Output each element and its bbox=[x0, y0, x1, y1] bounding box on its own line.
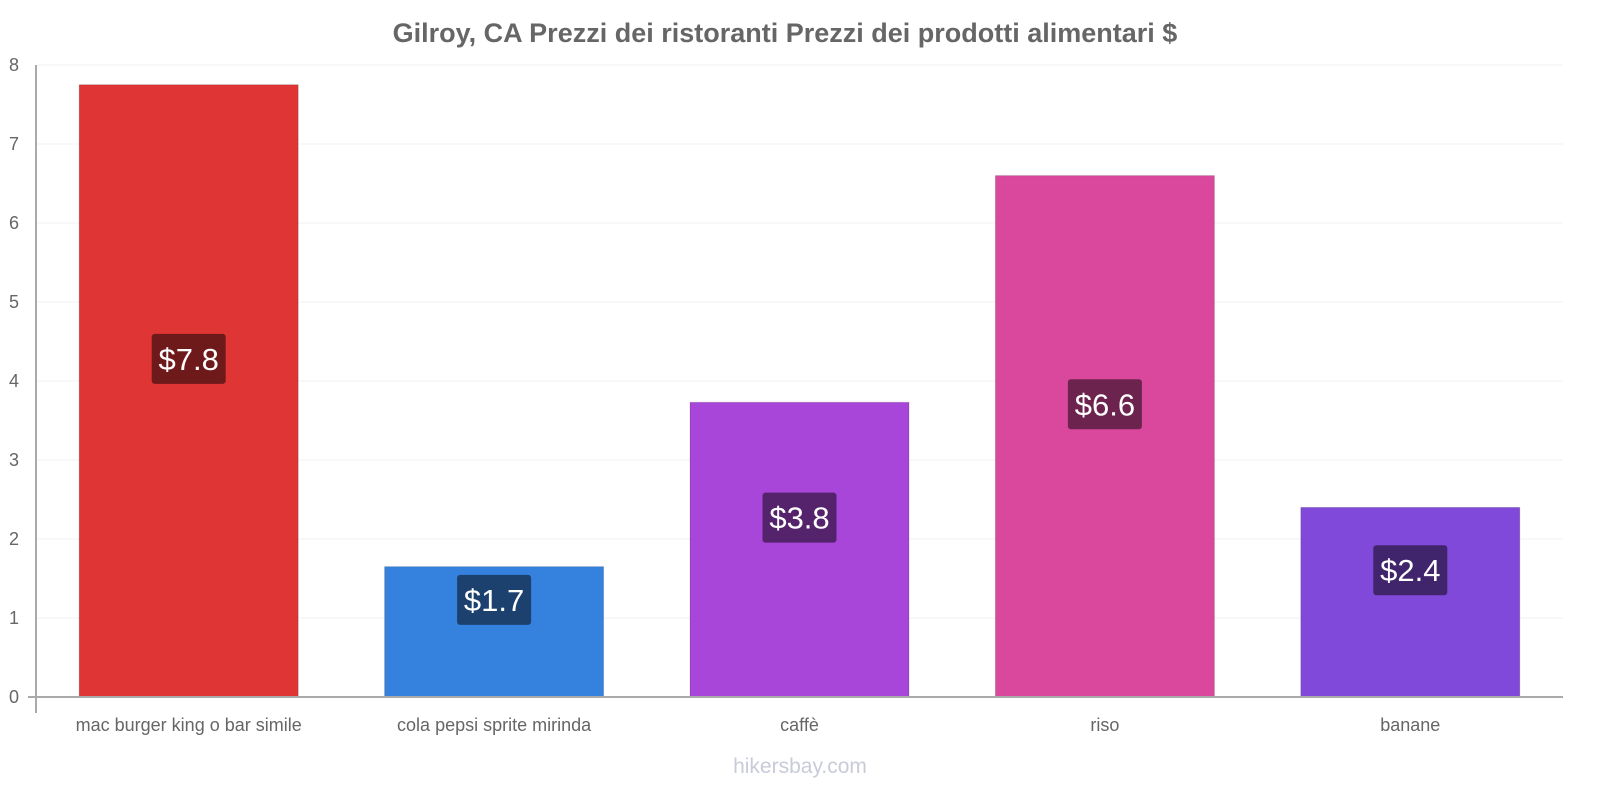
y-tick-label: 7 bbox=[9, 134, 19, 154]
bar bbox=[689, 401, 910, 698]
y-tick-label: 3 bbox=[9, 450, 19, 470]
x-tick-label: caffè bbox=[780, 715, 819, 735]
data-label-box bbox=[1373, 545, 1448, 596]
bar bbox=[994, 175, 1215, 698]
data-label-box bbox=[457, 574, 532, 625]
y-tick-label: 8 bbox=[9, 55, 19, 75]
x-tick-label: mac burger king o bar simile bbox=[76, 715, 302, 735]
y-tick-label: 0 bbox=[9, 687, 19, 707]
data-label: $1.7 bbox=[464, 583, 524, 618]
bar bbox=[78, 84, 299, 698]
y-tick-label: 4 bbox=[9, 371, 19, 391]
chart-title: Gilroy, CA Prezzi dei ristoranti Prezzi … bbox=[393, 18, 1178, 48]
y-tick-label: 1 bbox=[9, 608, 19, 628]
y-tick-label: 5 bbox=[9, 292, 19, 312]
x-tick-label: cola pepsi sprite mirinda bbox=[397, 715, 592, 735]
data-label-box bbox=[151, 333, 226, 384]
y-tick-label: 2 bbox=[9, 529, 19, 549]
bar bbox=[1300, 506, 1521, 698]
y-tick-label: 6 bbox=[9, 213, 19, 233]
data-label-box bbox=[1067, 379, 1142, 430]
watermark: hikersbay.com bbox=[733, 755, 867, 778]
data-label: $3.8 bbox=[769, 501, 829, 536]
data-label: $6.6 bbox=[1075, 387, 1135, 422]
x-tick-label: banane bbox=[1380, 715, 1440, 735]
data-label: $2.4 bbox=[1380, 553, 1440, 588]
data-label-box bbox=[762, 492, 837, 543]
data-label: $7.8 bbox=[159, 342, 219, 377]
x-tick-label: riso bbox=[1090, 715, 1119, 735]
